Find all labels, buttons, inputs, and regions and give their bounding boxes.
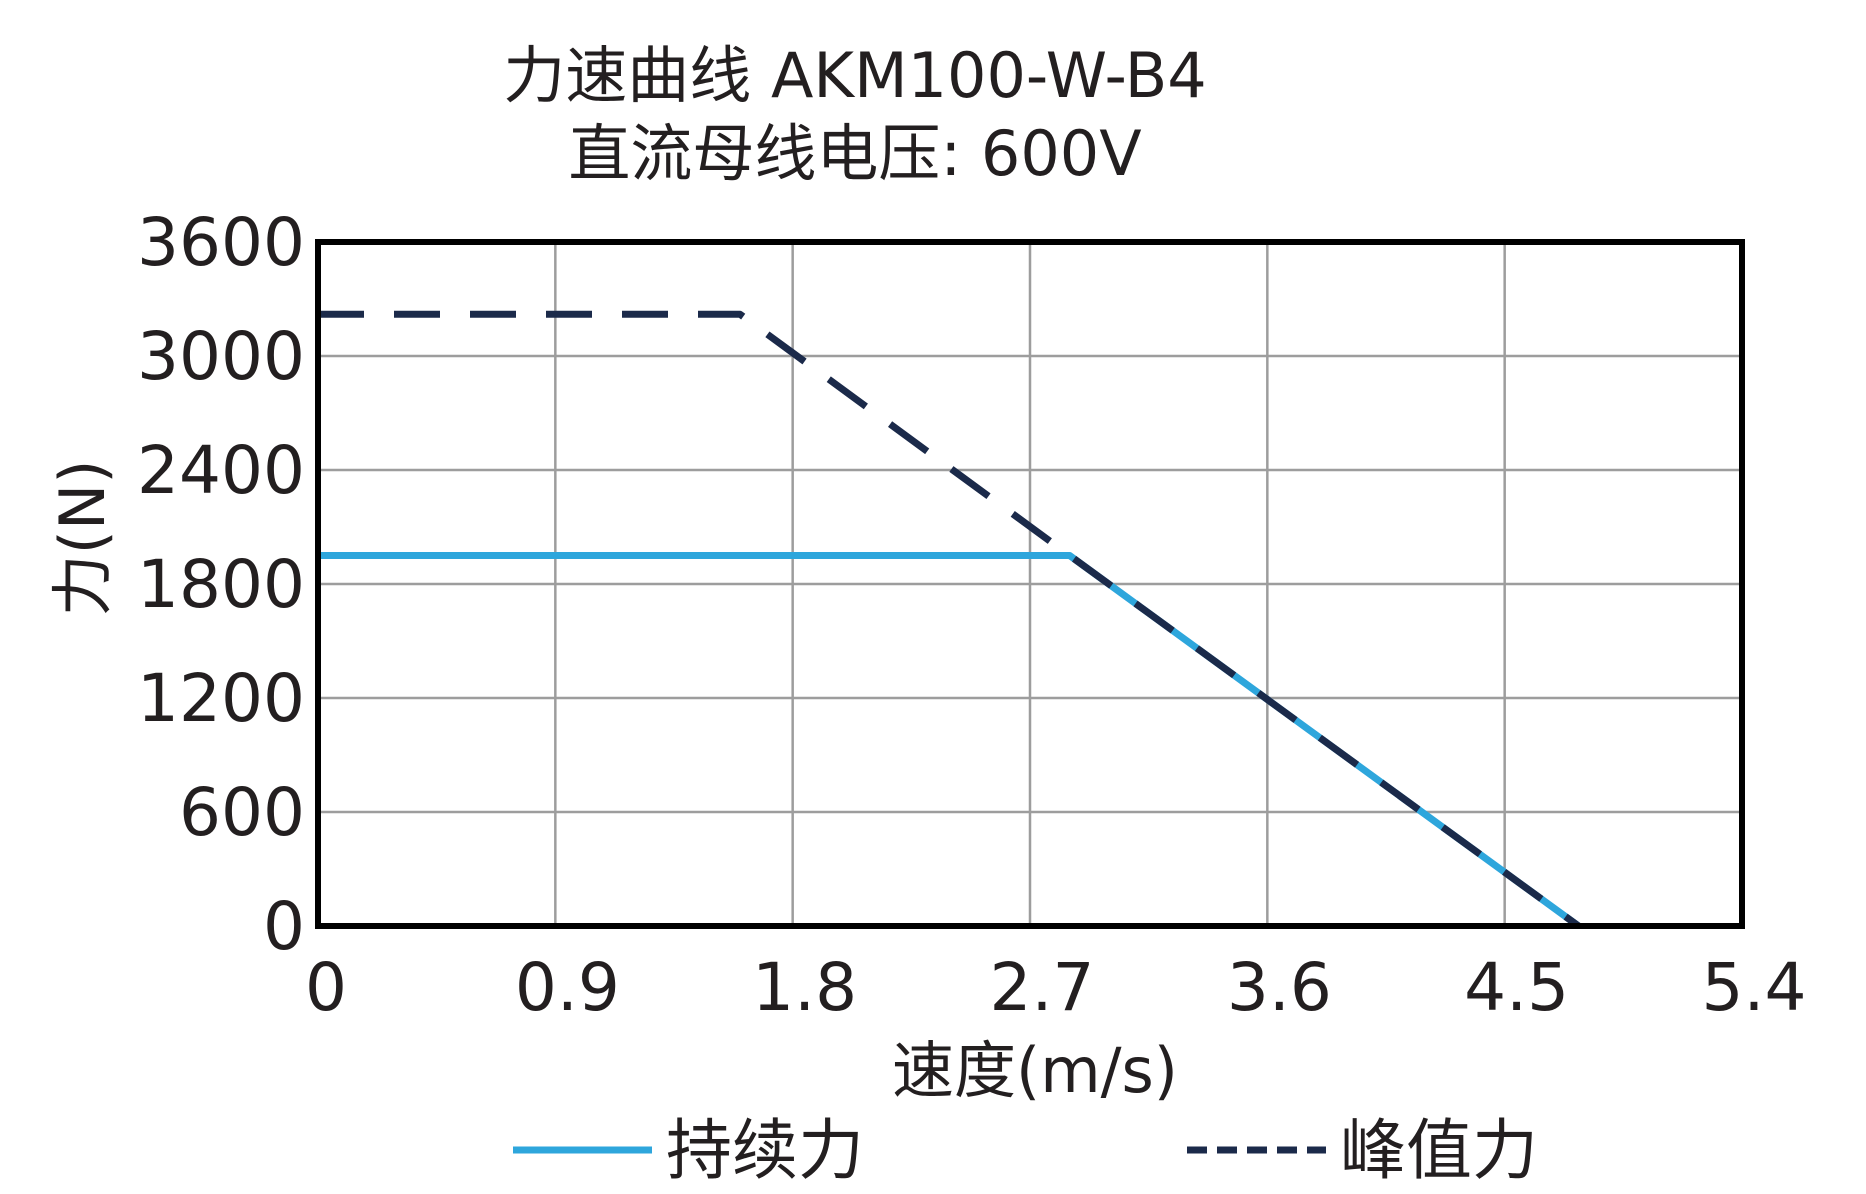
- grid-lines: [316, 240, 1744, 928]
- x-axis-ticks: 0 0.9 1.8 2.7 3.6 4.5 5.4: [305, 949, 1806, 1026]
- y-axis-ticks: 0 600 1200 1800 2400 3000 3600: [137, 204, 305, 965]
- chart-title: 力速曲线 AKM100-W-B4: [503, 39, 1206, 112]
- legend-label-sustained: 持续力: [666, 1112, 864, 1189]
- x-tick-label-2: 1.8: [752, 949, 857, 1026]
- y-tick-label-1: 600: [179, 774, 305, 851]
- x-tick-label-6: 5.4: [1702, 949, 1807, 1026]
- series-lines: [318, 310, 1581, 929]
- x-tick-label-0: 0: [305, 949, 347, 1026]
- legend: 持续力 峰值力: [513, 1112, 1538, 1189]
- y-tick-label-3: 1800: [137, 546, 305, 623]
- legend-label-peak: 峰值力: [1340, 1112, 1538, 1189]
- y-axis-label: 力(N): [46, 460, 119, 617]
- series-line-0: [318, 552, 1581, 929]
- x-tick-label-5: 4.5: [1464, 949, 1569, 1026]
- chart-subtitle: 直流母线电压: 600V: [568, 117, 1141, 190]
- plot-frame: [315, 239, 1745, 929]
- x-tick-label-3: 2.7: [990, 949, 1095, 1026]
- y-tick-label-6: 3600: [137, 204, 305, 281]
- x-tick-label-1: 0.9: [515, 949, 620, 1026]
- y-tick-label-4: 2400: [137, 432, 305, 509]
- y-tick-label-2: 1200: [137, 660, 305, 737]
- series-line-1: [318, 310, 1581, 929]
- x-axis-label: 速度(m/s): [892, 1034, 1178, 1107]
- y-tick-label-5: 3000: [137, 318, 305, 395]
- x-tick-label-4: 3.6: [1227, 949, 1332, 1026]
- y-tick-label-0: 0: [263, 888, 305, 965]
